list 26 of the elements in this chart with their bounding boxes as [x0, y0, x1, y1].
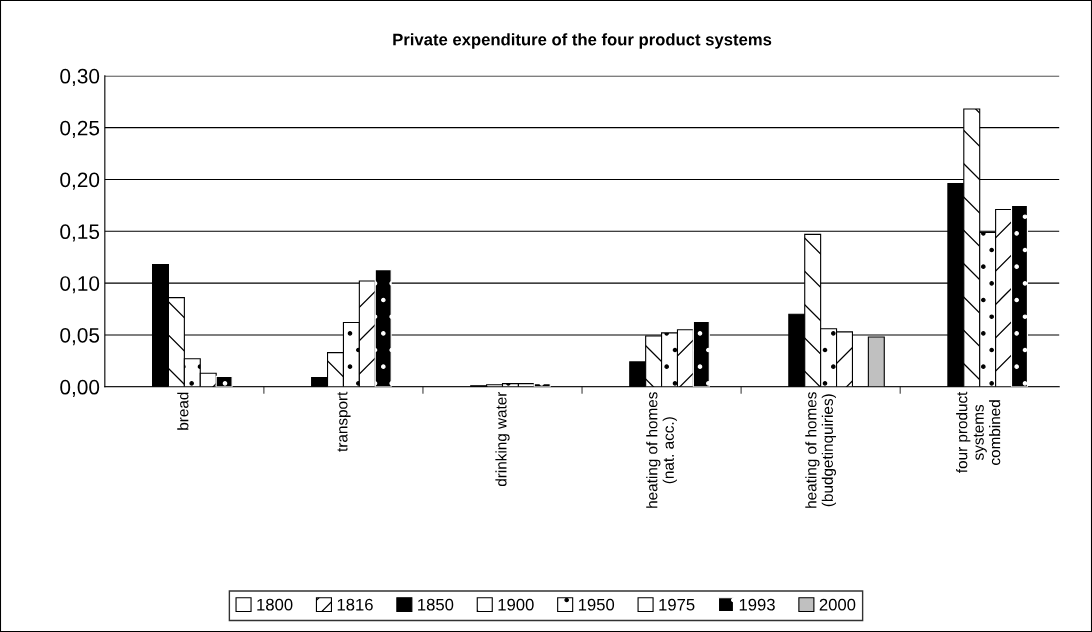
bar: [374, 269, 392, 387]
legend-label: 1816: [337, 598, 373, 611]
bar: [692, 320, 710, 387]
x-tick-label: transport: [337, 391, 351, 452]
legend-label: 1850: [418, 598, 454, 611]
chart-title: Private expenditure of the four product systems: [393, 33, 772, 49]
x-tick-label: drinking water: [495, 391, 510, 487]
bar: [1010, 204, 1028, 387]
y-tick-label: 0,30: [60, 68, 100, 87]
legend-label: 1950: [578, 598, 615, 611]
y-tick-label: 0,20: [60, 172, 100, 190]
bar: [215, 375, 233, 387]
legend-label: 1975: [659, 598, 695, 611]
y-tick-label: 0,00: [60, 379, 100, 397]
x-tick-label: heating of homes (nat. acc.): [646, 392, 677, 508]
y-tick-label: 0,05: [60, 327, 100, 346]
x-tick-label: four product systems combined: [956, 391, 1001, 473]
y-tick-label: 0,25: [60, 120, 100, 138]
x-tick-label: bread: [177, 392, 189, 430]
legend-label: 2000: [819, 598, 856, 611]
legend-label: 1900: [498, 598, 534, 611]
y-tick-label: 0,10: [60, 276, 100, 294]
y-tick-label: 0,15: [60, 224, 100, 242]
x-tick-label: heating of homes (budgetinquiries): [805, 392, 836, 508]
legend-label: 1993: [739, 598, 775, 611]
legend-label: 1800: [257, 598, 293, 611]
